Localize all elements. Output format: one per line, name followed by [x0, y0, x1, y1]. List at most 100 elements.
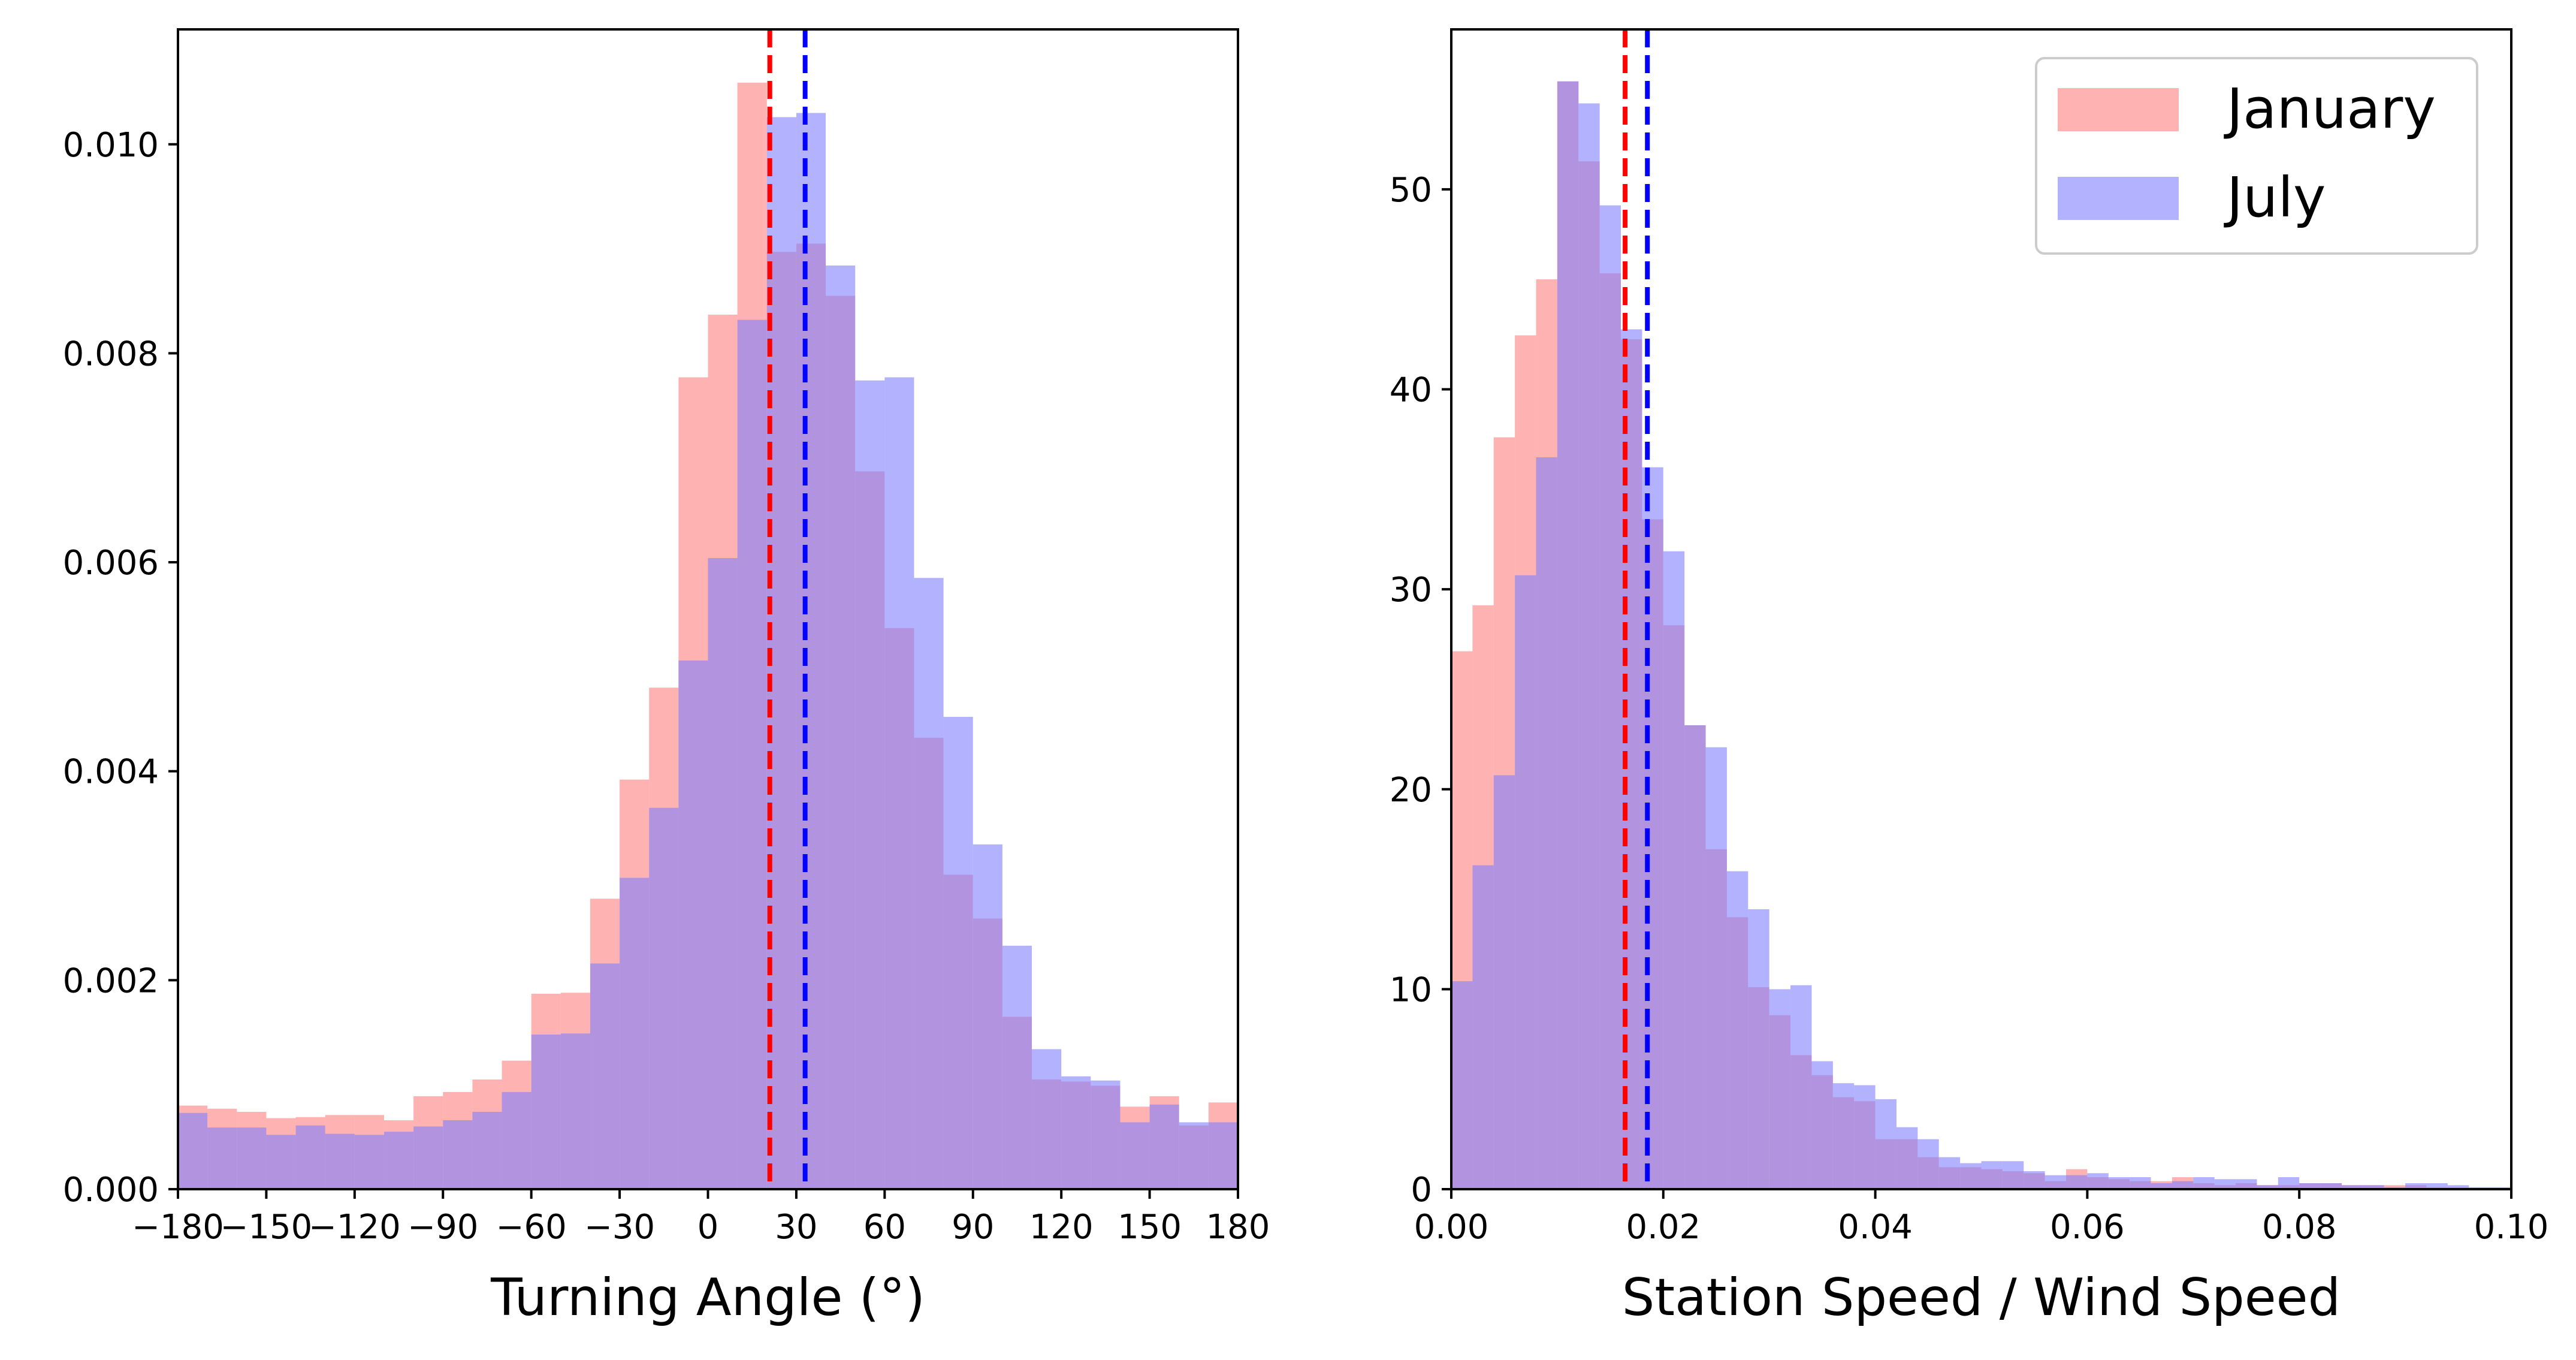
speed-ratio-july-bar [1451, 981, 1473, 1189]
turning-angle-y-tick-label: 0.006 [63, 544, 159, 583]
speed-ratio-july-bar [2087, 1173, 2109, 1189]
turning-angle-july-bar [237, 1127, 267, 1189]
speed-ratio-july-bar [1811, 1061, 1833, 1189]
turning-angle-july-bar [1002, 945, 1032, 1189]
turning-angle-x-tick-label: 120 [1029, 1208, 1094, 1247]
turning-angle-july-bar [531, 1035, 561, 1189]
turning-angle-july-bar [590, 963, 620, 1189]
speed-ratio-july-bar [1493, 775, 1515, 1189]
turning-angle-x-tick-label: 30 [775, 1208, 817, 1247]
speed-ratio-july-bar [2278, 1177, 2300, 1189]
speed-ratio-july-bar [2214, 1179, 2236, 1189]
speed-ratio-july-bar [2108, 1177, 2130, 1189]
speed-ratio-panel: 0.00 0.02 0.04 0.06 0.08 0.10 0 10 20 30 40 50 Stati… [1390, 28, 2548, 1328]
speed-ratio-july-bar [2447, 1185, 2469, 1189]
speed-ratio-july-bar [2130, 1177, 2151, 1189]
legend-label-january: January [2224, 77, 2436, 141]
speed-ratio-july-bar [2193, 1177, 2215, 1189]
turning-angle-july-bar [708, 558, 738, 1189]
turning-angle-july-bar [266, 1135, 296, 1189]
speed-ratio-july-bar [1832, 1083, 1855, 1189]
turning-angle-july-bar [1149, 1104, 1179, 1189]
turning-angle-july-bar [354, 1135, 384, 1189]
speed-ratio-x-tick-label: 0.04 [1838, 1208, 1913, 1247]
speed-ratio-july-bar [1663, 551, 1685, 1189]
turning-angle-july-bar [1061, 1076, 1091, 1189]
speed-ratio-july-bar [1684, 725, 1706, 1189]
speed-ratio-july-bar [1705, 747, 1727, 1189]
turning-angle-x-tick-label: 180 [1206, 1208, 1270, 1247]
speed-ratio-july-bar [1896, 1127, 1918, 1189]
turning-angle-july-bar [914, 578, 944, 1189]
turning-angle-july-bar [443, 1120, 473, 1189]
speed-ratio-july-bar [1472, 865, 1494, 1189]
turning-angle-x-tick-label: −60 [496, 1208, 567, 1247]
legend-label-july: July [2224, 165, 2326, 230]
turning-angle-x-tick-label: 90 [952, 1208, 994, 1247]
turning-angle-july-bar [502, 1091, 531, 1189]
turning-angle-july-bar [1179, 1122, 1209, 1189]
speed-ratio-y-tick-label: 40 [1390, 371, 1432, 410]
speed-ratio-x-tick-label: 0.06 [2050, 1208, 2125, 1247]
turning-angle-july-bar [325, 1133, 355, 1189]
speed-ratio-x-tick-label: 0.02 [1626, 1208, 1701, 1247]
speed-ratio-axes-frame [1450, 28, 2512, 1190]
turning-angle-july-bar [884, 377, 914, 1189]
speed-ratio-july-bar [1854, 1085, 1876, 1189]
turning-angle-x-tick-label: 150 [1118, 1208, 1182, 1247]
speed-ratio-july-bar [1875, 1099, 1896, 1189]
speed-ratio-july-bar [2002, 1161, 2024, 1189]
speed-ratio-july-bar [1578, 103, 1600, 1189]
speed-ratio-x-tick-label: 0.00 [1414, 1208, 1489, 1247]
turning-angle-y-tick-label: 0.010 [63, 126, 159, 165]
turning-angle-july-bar [1091, 1080, 1121, 1189]
legend-swatch-july [2058, 177, 2179, 220]
speed-ratio-july-bar [1726, 871, 1748, 1189]
speed-ratio-y-tick-label: 0 [1411, 1171, 1432, 1210]
speed-ratio-july-bar [2236, 1179, 2257, 1189]
turning-angle-july-bars [178, 113, 1238, 1190]
turning-angle-x-tick-label: 0 [697, 1208, 719, 1247]
turning-angle-july-bar [678, 660, 708, 1189]
speed-ratio-july-bar [1536, 457, 1557, 1190]
speed-ratio-x-tick-label: 0.08 [2262, 1208, 2337, 1247]
turning-angle-july-bar [620, 877, 650, 1189]
turning-angle-panel: −180−150−120 −90 −60 −30 0 30 60 90 120 150 180 0.0… [63, 28, 1270, 1328]
turning-angle-july-bar [560, 1033, 590, 1189]
speed-ratio-july-bar [2405, 1183, 2427, 1189]
turning-angle-july-bar [178, 1112, 208, 1189]
legend: January July [2035, 57, 2478, 255]
turning-angle-july-bar [737, 319, 767, 1190]
turning-angle-y-tick-label: 0.000 [63, 1171, 159, 1210]
speed-ratio-y-tick-label: 30 [1390, 571, 1432, 610]
turning-angle-july-bar [295, 1125, 325, 1189]
turning-angle-july-bar [1208, 1122, 1238, 1189]
turning-angle-july-bar [207, 1127, 237, 1189]
turning-angle-x-tick-label: −180 [132, 1208, 224, 1247]
turning-angle-x-tick-label: −120 [309, 1208, 401, 1247]
speed-ratio-july-bar [2045, 1175, 2067, 1189]
speed-ratio-july-bar [2426, 1183, 2448, 1189]
turning-angle-july-bar [1120, 1122, 1150, 1189]
legend-swatch-january [2058, 88, 2179, 131]
speed-ratio-july-bar [2066, 1175, 2088, 1189]
speed-ratio-july-bar [2151, 1183, 2172, 1189]
speed-ratio-july-bar [1938, 1157, 1961, 1189]
speed-ratio-x-axis-title: Station Speed / Wind Speed [1622, 1268, 2341, 1328]
speed-ratio-july-bars [1451, 81, 2511, 1190]
speed-ratio-july-bar [1515, 575, 1536, 1190]
turning-angle-x-tick-label: 60 [863, 1208, 906, 1247]
turning-angle-july-bar [943, 717, 973, 1189]
turning-angle-july-bar [413, 1126, 443, 1189]
speed-ratio-july-bar [2363, 1185, 2384, 1189]
turning-angle-x-tick-label: −150 [221, 1208, 313, 1247]
turning-angle-july-bar [1032, 1049, 1062, 1189]
speed-ratio-july-bar [2341, 1185, 2363, 1189]
turning-angle-july-bar [383, 1132, 414, 1189]
speed-ratio-y-tick-label: 20 [1390, 771, 1432, 810]
speed-ratio-july-bar [1790, 985, 1812, 1189]
speed-ratio-july-bar [1748, 909, 1769, 1189]
speed-ratio-july-bar [2024, 1171, 2045, 1189]
turning-angle-july-bar [472, 1112, 502, 1189]
